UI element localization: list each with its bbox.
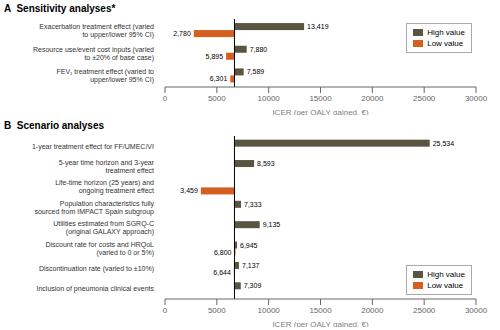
svg-text:Life-time horizon (25 years) a: Life-time horizon (25 years) andongoing … xyxy=(55,179,154,195)
html-text:High value: High value xyxy=(427,270,465,279)
svg-text:0: 0 xyxy=(163,94,168,103)
svg-text:ICER (per QALY gained, €): ICER (per QALY gained, €) xyxy=(272,108,369,115)
svg-text:0: 0 xyxy=(163,306,168,315)
svg-text:6,644: 6,644 xyxy=(213,269,231,276)
svg-text:1-year treatment effect for FF: 1-year treatment effect for FF/UMEC/VI xyxy=(32,143,154,151)
svg-text:9,135: 9,135 xyxy=(263,221,281,228)
html-text:A Sensitivity analyses*: A Sensitivity analyses* xyxy=(4,3,116,14)
svg-text:6,301: 6,301 xyxy=(210,75,228,82)
svg-text:ICER (per QALY gained, €): ICER (per QALY gained, €) xyxy=(272,320,369,327)
svg-text:13,419: 13,419 xyxy=(307,23,329,30)
svg-text:30000: 30000 xyxy=(465,306,488,315)
svg-text:8,593: 8,593 xyxy=(257,160,275,167)
svg-text:7,309: 7,309 xyxy=(244,282,262,289)
svg-text:3,459: 3,459 xyxy=(180,187,198,194)
svg-text:Inclusion of pneumonia clinica: Inclusion of pneumonia clinical events xyxy=(36,285,154,293)
html-text:High value: High value xyxy=(427,28,465,37)
svg-text:6,800: 6,800 xyxy=(214,249,232,256)
html-text:Low value: Low value xyxy=(427,281,464,290)
html-text:B Scenario analyses: B Scenario analyses xyxy=(4,120,105,131)
html-text:Low value: Low value xyxy=(427,39,464,48)
svg-text:7,333: 7,333 xyxy=(244,201,262,208)
svg-text:5,895: 5,895 xyxy=(206,53,224,60)
svg-text:25000: 25000 xyxy=(413,306,436,315)
svg-text:7,589: 7,589 xyxy=(247,68,265,75)
svg-text:Utilities estimated from SGRQ-: Utilities estimated from SGRQ-C(original… xyxy=(53,220,154,236)
svg-text:10000: 10000 xyxy=(258,94,281,103)
svg-text:25000: 25000 xyxy=(413,94,436,103)
svg-text:Exacerbation treatment effect: Exacerbation treatment effect (variedto … xyxy=(39,23,154,39)
svg-text:FEV₁ treatment effect (varied: FEV₁ treatment effect (varied toupper/lo… xyxy=(56,68,154,84)
svg-text:7,880: 7,880 xyxy=(250,46,268,53)
svg-text:5-year time horizon and 3-year: 5-year time horizon and 3-yeartreatment … xyxy=(59,159,155,174)
svg-text:10000: 10000 xyxy=(258,306,281,315)
svg-text:5000: 5000 xyxy=(208,94,226,103)
svg-text:Population characteristics ful: Population characteristics fullysourced … xyxy=(34,200,154,216)
svg-text:30000: 30000 xyxy=(465,94,488,103)
svg-text:15000: 15000 xyxy=(309,94,332,103)
svg-text:20000: 20000 xyxy=(361,94,384,103)
svg-text:Discount rate for costs and HR: Discount rate for costs and HRQoL(varied… xyxy=(45,241,154,257)
svg-text:20000: 20000 xyxy=(361,306,384,315)
svg-text:2,780: 2,780 xyxy=(173,30,191,37)
svg-text:25,534: 25,534 xyxy=(433,140,455,147)
svg-text:5000: 5000 xyxy=(208,306,226,315)
svg-text:6,945: 6,945 xyxy=(240,242,258,249)
svg-text:7,137: 7,137 xyxy=(242,262,260,269)
svg-text:Resource use/event cost inputs: Resource use/event cost inputs (variedto… xyxy=(33,46,154,62)
svg-text:15000: 15000 xyxy=(309,306,332,315)
svg-text:Discontinuation rate (varied t: Discontinuation rate (varied to ±10%) xyxy=(39,265,154,273)
